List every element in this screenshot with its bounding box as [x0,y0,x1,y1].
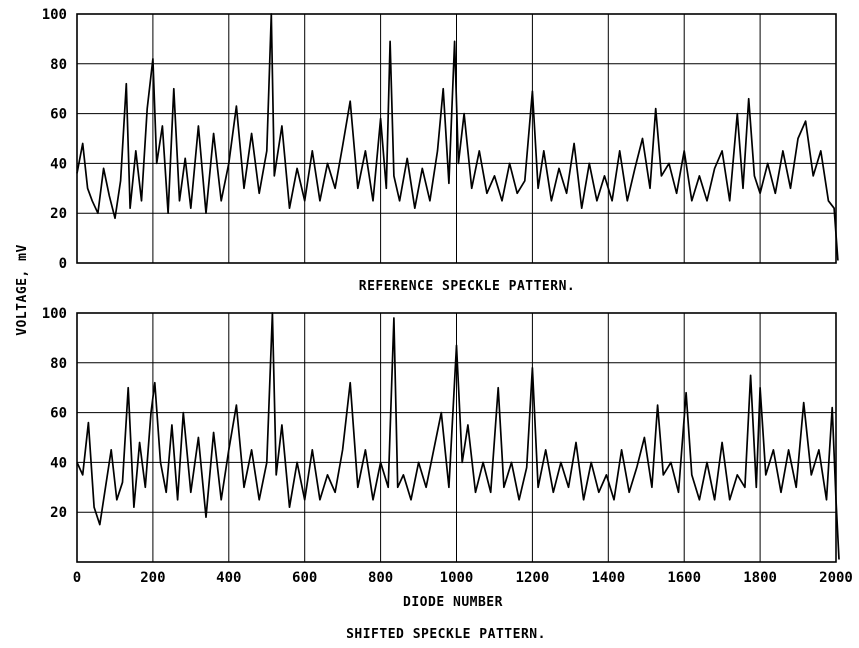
x-tick-label-1800: 1800 [743,570,777,586]
y-tick-label-20: 20 [50,505,67,521]
y-tick-label-100: 100 [42,306,67,322]
x-tick-label-1400: 1400 [591,570,625,586]
y-tick-label-0: 0 [59,256,67,272]
plot-frame-1 [76,312,837,563]
x-axis-label: DIODE NUMBER [403,595,503,610]
y-tick-label-40: 40 [50,455,67,471]
voltage-trace-0 [76,13,839,261]
y-tick-label-20: 20 [50,206,67,222]
shared-y-axis-label: VOLTAGE, mV [15,244,30,336]
y-tick-label-60: 60 [50,406,67,422]
x-tick-label-1600: 1600 [667,570,701,586]
reference-speckle-panel: 0 20 40 60 80 100 [42,7,839,272]
x-tick-label-400: 400 [216,570,241,586]
x-tick-label-2000: 2000 [819,570,853,586]
x-tick-label-600: 600 [292,570,317,586]
y-tick-label-60: 60 [50,107,67,123]
y-tick-label-40: 40 [50,156,67,172]
y-tick-label-80: 80 [50,356,67,372]
plot-frame-0 [76,13,837,264]
y-tick-label-80: 80 [50,57,67,73]
x-tick-label-1000: 1000 [440,570,474,586]
x-tick-label-800: 800 [368,570,393,586]
x-tick-label-200: 200 [140,570,165,586]
x-tick-label-0: 0 [73,570,81,586]
x-tick-label-1200: 1200 [516,570,550,586]
voltage-trace-1 [76,312,840,560]
y-tick-label-100: 100 [42,7,67,23]
shifted-panel-caption: SHIFTED SPECKLE PATTERN. [346,627,546,642]
reference-panel-caption: REFERENCE SPECKLE PATTERN. [359,279,576,294]
